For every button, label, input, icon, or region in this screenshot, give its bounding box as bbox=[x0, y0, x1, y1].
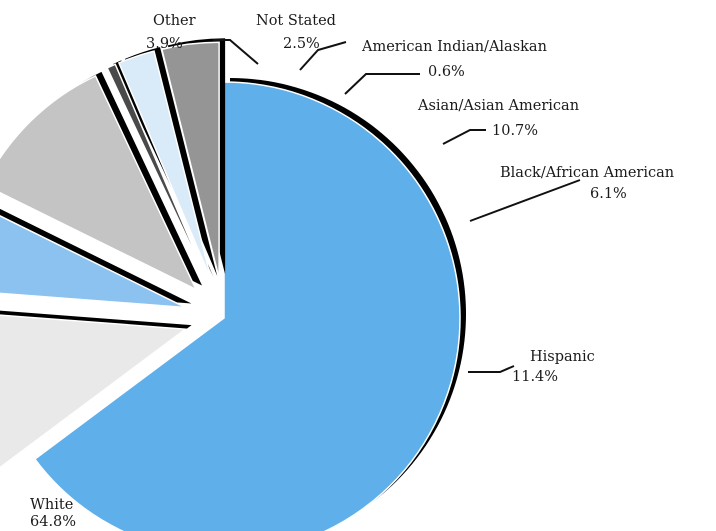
slice-value-asian-asian-american: 10.7% bbox=[492, 123, 538, 139]
slice-value-black-african-american: 6.1% bbox=[590, 186, 627, 202]
slice-value-other: 3.9% bbox=[146, 36, 183, 52]
leader-line-hispanic bbox=[468, 365, 515, 373]
pie-slices bbox=[0, 38, 466, 531]
pie-slice-hispanic bbox=[0, 314, 188, 469]
pie-slice-asian-asian-american bbox=[0, 74, 198, 292]
leader-line-american-indian-alaskan bbox=[344, 73, 420, 95]
pie-slice-american-indian-alaskan bbox=[106, 63, 209, 282]
slice-label-not-stated: Not Stated bbox=[256, 13, 336, 29]
slice-label-asian-asian-american: Asian/Asian American bbox=[417, 98, 579, 114]
slice-label-hispanic: Hispanic bbox=[530, 349, 595, 365]
leader-line-other bbox=[213, 39, 259, 65]
pie-slice-other bbox=[160, 41, 220, 279]
slice-value-white: 64.8% bbox=[30, 514, 76, 530]
slice-label-black-african-american: Black/African American bbox=[500, 165, 674, 181]
pie-slice-white bbox=[33, 81, 461, 531]
slice-value-hispanic: 11.4% bbox=[512, 369, 558, 385]
slice-value-not-stated: 2.5% bbox=[283, 36, 320, 52]
pie-slice-not-stated bbox=[117, 50, 213, 281]
leader-line-asian-asian-american bbox=[442, 129, 486, 145]
pie-slice-black-african-american bbox=[0, 215, 186, 309]
slice-label-white: White bbox=[30, 497, 73, 513]
leader-lines bbox=[213, 39, 581, 373]
slice-label-american-indian-alaskan: American Indian/Alaskan bbox=[361, 39, 547, 55]
slice-label-other: Other bbox=[153, 13, 196, 29]
leader-line-not-stated bbox=[299, 41, 347, 71]
leader-line-black-african-american bbox=[469, 179, 581, 222]
slice-value-american-indian-alaskan: 0.6% bbox=[428, 64, 465, 80]
